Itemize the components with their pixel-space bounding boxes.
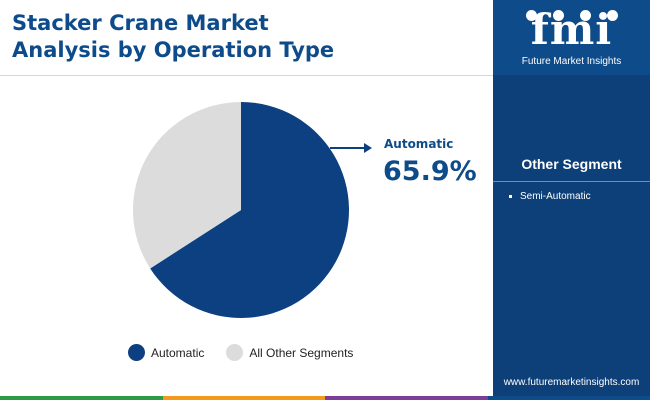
footer-color-bar xyxy=(0,396,650,400)
legend-label-other: All Other Segments xyxy=(249,345,354,360)
other-segment-title: Other Segment xyxy=(521,156,622,172)
pie-slices xyxy=(133,102,349,318)
pie-slice-all-other-segments xyxy=(133,102,241,269)
callout-arrow xyxy=(330,143,372,153)
callout-value: 65.9% xyxy=(383,156,477,187)
sidebar: fmi Future Market Insights Other Segment… xyxy=(493,0,650,400)
website-url: www.futuremarketinsights.com xyxy=(503,377,640,388)
fmi-logo: fmi Future Market Insights xyxy=(493,5,650,68)
footer-bar-green xyxy=(0,396,163,400)
logo-text: Future Market Insights xyxy=(521,56,622,67)
title-divider xyxy=(0,75,493,76)
title-line-2: Analysis by Operation Type xyxy=(12,38,335,62)
title-line-1: Stacker Crane Market xyxy=(12,11,269,35)
legend-label-automatic: Automatic xyxy=(151,345,205,360)
logo-dot-icon xyxy=(553,10,564,21)
logo-dot-icon xyxy=(580,10,591,21)
footer-bar-orange xyxy=(162,396,325,400)
segment-divider xyxy=(493,181,650,182)
arrow-head xyxy=(364,143,372,153)
logo-dot-icon xyxy=(607,10,618,21)
legend-swatch-other xyxy=(226,344,244,361)
legend: Automatic All Other Segments xyxy=(128,344,375,361)
chart-title: Stacker Crane Market Analysis by Operati… xyxy=(12,10,482,64)
legend-swatch-automatic xyxy=(128,344,145,361)
legend-item-automatic: Automatic xyxy=(128,344,204,361)
pie-slice-automatic xyxy=(150,102,349,318)
sidebar-header xyxy=(493,0,650,75)
logo-mark: fmi xyxy=(530,5,613,54)
callout-label: Automatic xyxy=(384,137,454,151)
footer-bar-purple xyxy=(325,396,488,400)
pie-chart xyxy=(133,102,372,318)
footer-bar-blue xyxy=(487,396,650,400)
logo-dot-icon xyxy=(526,10,537,21)
logo-icons xyxy=(526,10,618,21)
segment-item: Semi-Automatic xyxy=(509,191,591,202)
legend-item-other: All Other Segments xyxy=(226,344,353,361)
